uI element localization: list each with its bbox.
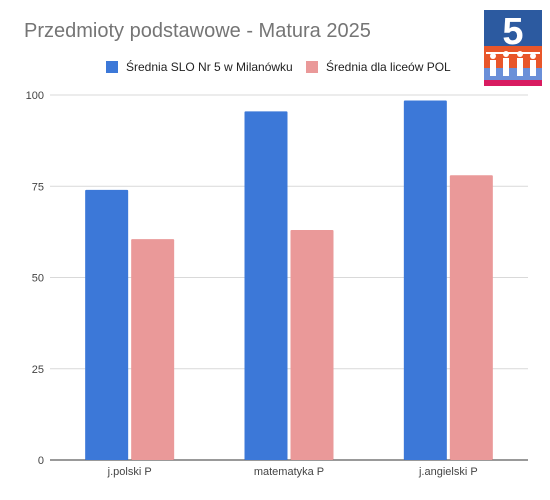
x-tick-label: matematyka P: [254, 466, 324, 478]
bar-pol: [131, 239, 175, 460]
y-tick-label: 25: [32, 364, 44, 376]
bar-slo: [85, 189, 129, 460]
x-tick-label: j.angielski P: [418, 466, 478, 478]
bar-slo: [244, 111, 288, 461]
chart-legend: Średnia SLO Nr 5 w Milanówku Średnia dla…: [0, 60, 550, 76]
legend-item-pol: Średnia dla liceów POL: [306, 60, 451, 74]
svg-text:5: 5: [502, 11, 523, 53]
x-tick-label: j.polski P: [107, 466, 152, 478]
y-tick-label: 100: [26, 90, 44, 102]
y-tick-label: 50: [32, 273, 44, 285]
y-tick-label: 0: [38, 455, 44, 467]
chart-title: Przedmioty podstawowe - Matura 2025: [24, 20, 371, 42]
legend-swatch-pol: [306, 61, 318, 73]
school-logo: 5: [484, 10, 542, 86]
bar-slo: [403, 100, 447, 460]
legend-item-slo: Średnia SLO Nr 5 w Milanówku: [106, 60, 293, 74]
bar-pol: [290, 230, 334, 460]
legend-label-pol: Średnia dla liceów POL: [326, 60, 451, 74]
y-tick-label: 75: [32, 181, 44, 193]
legend-swatch-slo: [106, 61, 118, 73]
legend-label-slo: Średnia SLO Nr 5 w Milanówku: [126, 60, 293, 74]
bar-pol: [449, 175, 493, 461]
